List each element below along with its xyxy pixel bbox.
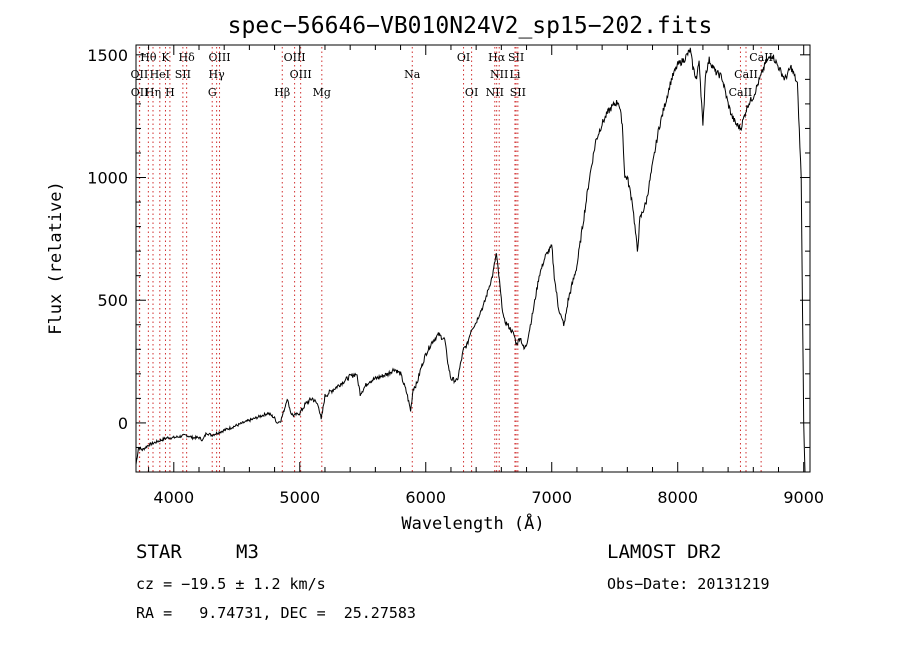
- survey-name: LAMOST DR2: [607, 541, 722, 563]
- y-tick-label-0: 0: [118, 414, 128, 433]
- line-marker-label-3: OIII: [208, 51, 230, 64]
- axis-ticks: 4000 5000 6000 7000 8000 9000 0 500 1000 1500: [87, 45, 824, 507]
- line-marker-label-19: Hη: [145, 86, 161, 99]
- line-marker-label-7: SII: [508, 51, 524, 64]
- line-marker-label-10: HeI: [150, 68, 170, 81]
- line-marker-label-11: SII: [175, 68, 191, 81]
- line-marker-label-18: OII: [131, 86, 149, 99]
- x-tick-label-8000: 8000: [657, 488, 698, 507]
- chart-title: spec−56646−VB010N24V2_sp15−202.fits: [228, 13, 713, 39]
- line-marker-label-13: OIII: [290, 68, 312, 81]
- x-tick-label-6000: 6000: [405, 488, 446, 507]
- line-marker-label-2: Hδ: [179, 51, 196, 64]
- y-tick-label-1500: 1500: [87, 46, 128, 65]
- line-marker-label-26: SII: [510, 86, 526, 99]
- line-marker-label-27: CaII: [729, 86, 753, 99]
- line-marker-label-24: OI: [465, 86, 478, 99]
- y-axis-label: Flux (relative): [46, 181, 66, 335]
- line-marker-label-22: Hβ: [274, 86, 290, 99]
- x-axis-label: Wavelength (Å): [401, 512, 544, 534]
- line-marker-label-16: Li: [510, 68, 521, 81]
- line-marker-label-21: G: [208, 86, 217, 99]
- x-tick-label-5000: 5000: [279, 488, 320, 507]
- line-marker-label-1: K: [161, 51, 170, 64]
- coordinates: RA = 9.74731, DEC = 25.27583: [136, 604, 416, 622]
- object-subclass: M3: [236, 541, 259, 563]
- line-marker-label-5: OI: [457, 51, 470, 64]
- line-marker-label-25: NII: [486, 86, 504, 99]
- line-marker-label-14: Na: [404, 68, 421, 81]
- object-type: STAR: [136, 541, 182, 563]
- line-marker-label-23: Mg: [313, 86, 331, 99]
- line-marker-label-15: NII: [490, 68, 508, 81]
- x-tick-label-7000: 7000: [531, 488, 572, 507]
- line-marker-label-17: CaII: [734, 68, 758, 81]
- spectrum-line: [135, 47, 806, 473]
- line-marker-label-0: Hθ: [140, 51, 157, 64]
- line-marker-label-12: Hγ: [209, 68, 226, 81]
- redshift-info: cz = −19.5 ± 1.2 km/s: [136, 575, 326, 593]
- line-marker-label-20: H: [165, 86, 175, 99]
- x-tick-label-9000: 9000: [783, 488, 824, 507]
- observation-date: Obs−Date: 20131219: [607, 575, 770, 593]
- x-tick-label-4000: 4000: [153, 488, 194, 507]
- line-marker-label-6: Hα: [488, 51, 506, 64]
- plot-frame: [135, 44, 811, 473]
- y-tick-label-1000: 1000: [87, 169, 128, 188]
- y-tick-label-500: 500: [97, 291, 128, 310]
- line-marker-label-4: OIII: [284, 51, 306, 64]
